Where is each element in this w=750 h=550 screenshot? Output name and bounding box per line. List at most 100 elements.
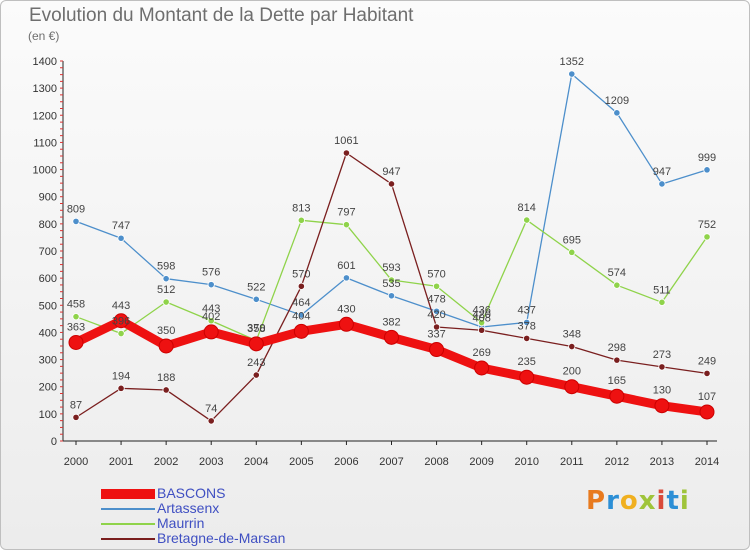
data-point [658, 298, 666, 306]
data-point [429, 342, 445, 358]
data-label: 430 [337, 303, 355, 315]
data-label: 358 [247, 323, 265, 335]
data-point [297, 282, 305, 290]
data-point [72, 217, 80, 226]
x-tick-label: 2012 [605, 456, 629, 468]
data-point [654, 398, 670, 414]
x-tick-label: 2004 [244, 456, 268, 468]
data-label: 511 [653, 284, 671, 296]
x-tick-label: 2008 [424, 456, 448, 468]
data-label: 269 [472, 347, 490, 359]
data-point [72, 313, 80, 321]
data-point [342, 274, 351, 282]
data-point [568, 342, 576, 351]
x-tick-label: 2014 [695, 456, 719, 468]
data-label: 337 [427, 329, 445, 341]
data-label: 194 [112, 370, 130, 382]
x-tick-label: 2006 [334, 456, 358, 468]
data-label: 570 [292, 268, 310, 280]
data-label: 235 [518, 356, 536, 368]
data-label: 437 [518, 304, 536, 316]
data-point [387, 276, 396, 284]
data-point [568, 70, 576, 78]
data-point [519, 369, 535, 385]
data-label: 363 [67, 321, 85, 333]
legend-label: Maurrin [157, 515, 205, 531]
data-point [703, 233, 711, 241]
data-point [207, 417, 215, 425]
data-point [703, 166, 711, 174]
data-label: 752 [698, 219, 716, 231]
x-tick-label: 2009 [469, 456, 493, 468]
legend-label: Bretagne-de-Marsan [157, 530, 286, 546]
x-tick-label: 2010 [514, 456, 538, 468]
data-point [68, 334, 84, 350]
data-point [613, 281, 621, 289]
data-label: 87 [70, 399, 82, 411]
data-label: 382 [382, 316, 400, 328]
data-label: 130 [653, 385, 671, 397]
x-tick-label: 2005 [289, 456, 313, 468]
y-tick-label: 1400 [33, 56, 57, 68]
data-point [613, 356, 621, 364]
x-tick-label: 2002 [154, 456, 178, 468]
data-label: 74 [205, 403, 217, 415]
data-label: 404 [292, 310, 310, 322]
data-point [387, 292, 396, 300]
data-point [342, 149, 351, 157]
data-point [297, 216, 305, 224]
y-tick-label: 600 [39, 273, 57, 285]
data-label: 249 [698, 355, 716, 367]
y-tick-label: 200 [39, 382, 57, 394]
data-point [432, 323, 441, 331]
data-label: 598 [157, 261, 175, 273]
data-point [387, 180, 396, 188]
data-label: 1352 [560, 56, 584, 68]
legend-label: BASCONS [157, 485, 226, 501]
logo-letter: P [586, 486, 607, 516]
logo-letter: t [666, 486, 680, 516]
y-tick-label: 500 [39, 300, 57, 312]
data-label: 165 [608, 375, 626, 387]
data-point [117, 384, 125, 392]
logo-letter: o [619, 486, 639, 516]
data-point [162, 386, 170, 394]
data-point [248, 336, 264, 352]
data-point [207, 281, 215, 289]
legend-swatch [101, 488, 155, 499]
data-label: 420 [472, 309, 490, 321]
data-label: 999 [698, 152, 716, 164]
data-label: 370 [247, 323, 265, 335]
data-point [252, 371, 260, 379]
data-label: 188 [157, 372, 175, 384]
data-point [72, 413, 80, 421]
data-label: 814 [518, 202, 536, 214]
data-point [658, 180, 666, 188]
y-tick-label: 700 [39, 246, 57, 258]
x-tick-label: 2003 [199, 456, 223, 468]
data-point [432, 282, 441, 290]
data-point [117, 329, 125, 338]
x-tick-label: 2001 [109, 456, 133, 468]
data-label: 535 [382, 278, 400, 290]
data-point [162, 275, 170, 283]
data-point [474, 360, 490, 376]
y-tick-label: 1100 [33, 137, 57, 149]
legend-label: Artassenx [157, 500, 220, 516]
data-label: 947 [653, 166, 671, 178]
y-tick-label: 0 [51, 436, 57, 448]
data-point [478, 319, 486, 327]
data-point [568, 248, 576, 256]
data-label: 478 [427, 293, 445, 305]
data-point [117, 234, 125, 242]
data-point [564, 379, 580, 395]
data-point [338, 316, 354, 332]
y-tick-label: 100 [39, 409, 57, 421]
legend-swatch [101, 507, 155, 510]
legend-swatch [101, 537, 155, 540]
data-label: 443 [202, 303, 220, 315]
y-tick-label: 900 [39, 192, 57, 204]
data-label: 1209 [605, 95, 629, 107]
data-label: 1061 [334, 135, 358, 147]
data-label: 378 [518, 320, 536, 332]
